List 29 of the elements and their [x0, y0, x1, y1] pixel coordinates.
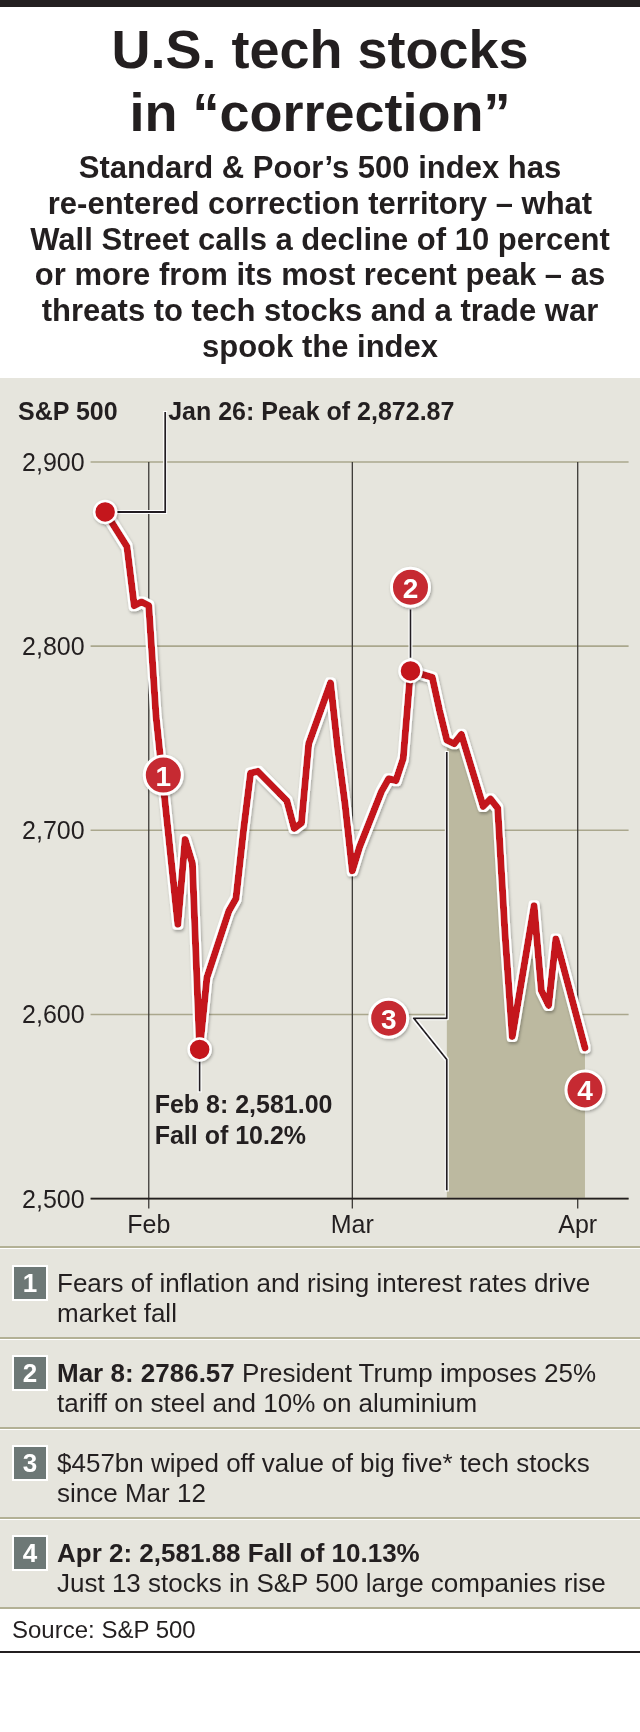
annotation: 2: [402, 572, 419, 604]
x-tick-label: Feb: [127, 1209, 171, 1238]
x-tick-label: Apr: [558, 1209, 598, 1238]
annotation: Feb 8: 2,581.00 Fall of 10.2%: [154, 1090, 333, 1150]
point: [187, 1037, 212, 1062]
text: $457bn wiped off value of big five* tech stocks since Mar 12: [57, 1447, 591, 1508]
text: 2: [22, 1358, 38, 1388]
y-tick-label: 2,500: [22, 1184, 85, 1213]
point: [398, 658, 423, 684]
text: Fears of inflation and rising interest rates drive market fall: [57, 1267, 592, 1328]
y-tick-label: 2,900: [22, 448, 85, 476]
text: Mar 8: 2786.57: [57, 1357, 235, 1388]
point: [92, 499, 118, 525]
annotation: 1: [155, 760, 172, 792]
chart-subtitle: Standard & Poor’s 500 index has re-entered correction territory – what Wall Street calls a decline of 10 percent or more from its most recent peak – as threats to tech stocks and a trade war spook the index: [30, 150, 610, 365]
text: 1: [22, 1268, 38, 1298]
y-tick-label: 2,700: [22, 816, 85, 845]
text: 4: [22, 1538, 38, 1568]
y-tick-label: 2,600: [22, 1000, 85, 1029]
annotation: 4: [577, 1075, 594, 1107]
y-axis-title: S&P 500: [18, 397, 118, 425]
annotation: Jan 26: Peak of 2,872.87: [168, 397, 455, 425]
chart-title: U.S. tech stocks in “correction”: [110, 18, 530, 144]
source-note: Source: S&P 500: [12, 1616, 196, 1643]
x-tick-label: Mar: [330, 1209, 374, 1238]
y-tick-label: 2,800: [22, 632, 85, 661]
text: 3: [22, 1448, 38, 1478]
annotation: 3: [380, 1003, 397, 1035]
text: Apr 2: 2,581.88 Fall of 10.13%: [57, 1537, 421, 1568]
